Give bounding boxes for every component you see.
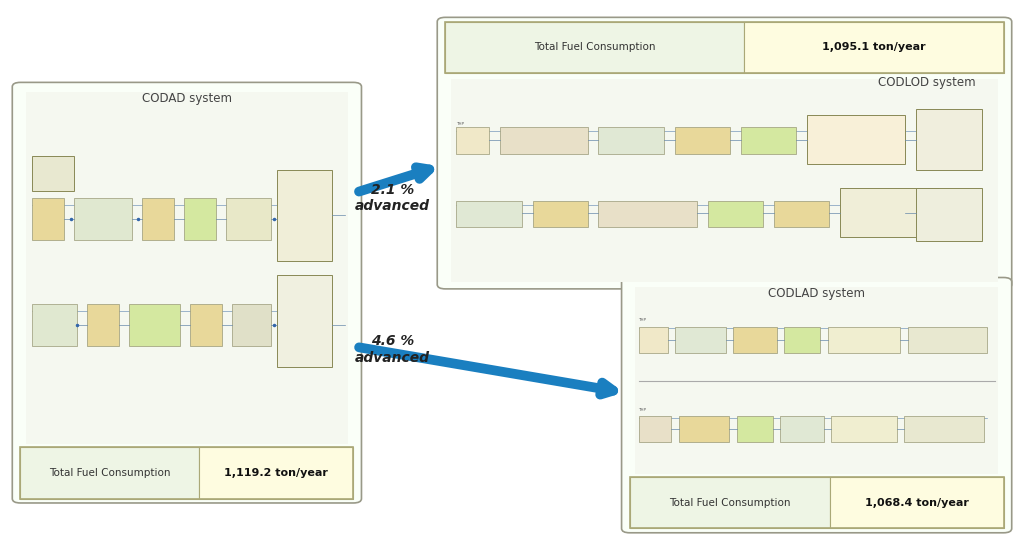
Bar [639, 326, 668, 353]
Bar [733, 326, 776, 353]
Bar [199, 447, 353, 499]
Bar [639, 416, 672, 442]
Text: THP: THP [639, 318, 646, 322]
Bar [74, 198, 132, 240]
Bar [675, 326, 726, 353]
Text: CODLOD system: CODLOD system [878, 76, 976, 89]
Text: 1,068.4 ton/year: 1,068.4 ton/year [864, 498, 969, 508]
Bar [190, 304, 222, 346]
Bar [741, 127, 796, 154]
Bar [445, 22, 1004, 73]
Bar [916, 189, 982, 241]
Text: THP: THP [456, 122, 464, 126]
FancyBboxPatch shape [437, 17, 1012, 289]
Text: Total Fuel Consumption: Total Fuel Consumption [534, 42, 655, 53]
Bar [774, 201, 828, 227]
Bar [456, 127, 488, 154]
Bar [451, 79, 998, 282]
Bar [445, 22, 744, 73]
Bar [232, 304, 270, 346]
Text: Total Fuel Consumption: Total Fuel Consumption [669, 498, 791, 508]
Bar [183, 198, 216, 240]
Text: 2.1 %
advanced: 2.1 % advanced [354, 183, 430, 213]
Text: 1,095.1 ton/year: 1,095.1 ton/year [822, 42, 926, 53]
Bar [630, 477, 1004, 528]
Bar [87, 304, 119, 346]
Bar [907, 326, 987, 353]
Text: 1,119.2 ton/year: 1,119.2 ton/year [224, 468, 328, 478]
Bar [129, 304, 180, 346]
Bar [831, 416, 897, 442]
Bar [744, 22, 1004, 73]
Bar [500, 127, 588, 154]
Bar [827, 326, 900, 353]
Bar [736, 416, 773, 442]
FancyBboxPatch shape [622, 278, 1012, 533]
Bar [679, 416, 729, 442]
Bar [141, 198, 174, 240]
Bar [635, 287, 998, 474]
Bar [708, 201, 763, 227]
Bar [32, 156, 74, 191]
Bar [598, 127, 665, 154]
Bar [26, 92, 348, 444]
Bar [807, 115, 905, 164]
Bar [904, 416, 984, 442]
Text: THP: THP [639, 408, 646, 412]
Bar [20, 447, 353, 499]
Bar [32, 198, 65, 240]
Bar [784, 326, 820, 353]
Bar [598, 201, 697, 227]
Bar [278, 275, 332, 367]
FancyBboxPatch shape [12, 82, 361, 503]
Text: Total Fuel Consumption: Total Fuel Consumption [49, 468, 170, 478]
Bar [840, 189, 938, 237]
Bar [829, 477, 1004, 528]
Text: CODLAD system: CODLAD system [768, 287, 865, 300]
Bar [456, 201, 522, 227]
Bar [20, 447, 199, 499]
Bar [780, 416, 824, 442]
Bar [630, 477, 829, 528]
Bar [675, 127, 730, 154]
Bar [916, 109, 982, 170]
Bar [532, 201, 588, 227]
Text: 4.6 %
advanced: 4.6 % advanced [354, 334, 430, 365]
Bar [32, 304, 77, 346]
Bar [278, 170, 332, 261]
Bar [225, 198, 270, 240]
Text: CODAD system: CODAD system [142, 92, 231, 105]
